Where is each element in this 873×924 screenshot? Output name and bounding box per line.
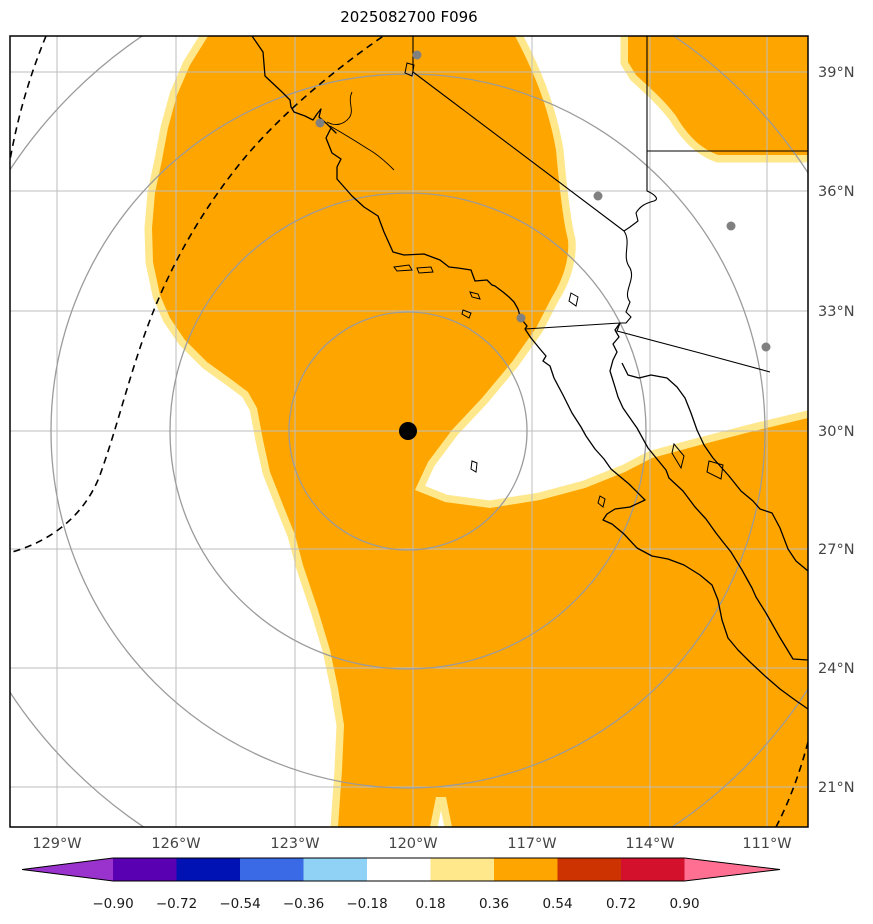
colorbar-arrow-right (684, 858, 780, 881)
x-tick-label-7: 111°W (742, 836, 791, 852)
colorbar-tick-label-1: −0.90 (92, 896, 133, 912)
center-marker (399, 422, 417, 440)
colorbar-tick-label-3: −0.54 (219, 896, 260, 912)
x-tick-label-5: 117°W (507, 836, 556, 852)
y-tick-label-6: 24°N (818, 661, 855, 677)
colorbar: −0.90 −0.72 −0.54 −0.36 −0.18 0.18 0.36 … (21, 857, 781, 912)
coastline-baja-gulf-east (609, 322, 808, 661)
colorbar-segment-9 (621, 858, 685, 881)
colorbar-tick-label-7: 0.36 (479, 896, 509, 912)
colorbar-tick-label-8: 0.54 (542, 896, 572, 912)
colorbar-segment-2 (176, 858, 240, 881)
rivers (326, 91, 395, 171)
range-ring-1 (288, 311, 528, 551)
colorbar-segment-7 (494, 858, 558, 881)
coastline-mainland-mexico (621, 362, 808, 572)
colorbar-segment-5 (367, 858, 431, 881)
islands-and-lakes (393, 62, 724, 508)
colorbar-tick-label-4: −0.36 (283, 896, 324, 912)
city-marker-1 (412, 50, 422, 60)
colorbar-segment-4 (303, 858, 367, 881)
colorbar-segment-6 (430, 858, 494, 881)
dashed-contour-topleft (10, 36, 47, 161)
x-tick-label-2: 126°W (151, 836, 200, 852)
y-tick-label-2: 36°N (818, 184, 855, 200)
city-marker-2 (315, 118, 325, 128)
shaded-region (152, 36, 808, 827)
y-tick-label-4: 30°N (818, 424, 855, 440)
colorbar-tick-label-10: 0.90 (669, 896, 699, 912)
y-tick-label-3: 33°N (818, 304, 855, 320)
shaded-region-ne (628, 36, 808, 155)
colorbar-segment-8 (557, 858, 621, 881)
x-tick-label-6: 114°W (625, 836, 674, 852)
colorbar-tick-label-5: −0.18 (346, 896, 387, 912)
y-tick-label-7: 21°N (818, 780, 855, 796)
colorbar-tick-label-9: 0.72 (606, 896, 636, 912)
colorbar-outline (21, 857, 781, 882)
x-tick-label-3: 123°W (270, 836, 319, 852)
dashed-contour-northwest (11, 36, 385, 553)
colorbar-segment-3 (240, 858, 304, 881)
colorbar-tick-label-6: 0.18 (415, 896, 445, 912)
x-tick-label-1: 129°W (32, 836, 81, 852)
y-tick-label-5: 27°N (818, 542, 855, 558)
city-marker-5 (516, 313, 526, 323)
colorbar-tick-label-2: −0.72 (156, 896, 197, 912)
x-tick-label-4: 120°W (388, 836, 437, 852)
map-frame (9, 35, 809, 828)
city-marker-6 (761, 342, 771, 352)
city-marker-3 (593, 191, 603, 201)
colorbar-arrow-left (22, 858, 113, 881)
range-ring-2 (169, 192, 647, 670)
colorbar-segment-1 (113, 858, 177, 881)
city-marker-4 (726, 221, 736, 231)
plot-title: 2025082700 F096 (340, 8, 477, 26)
y-tick-label-1: 39°N (818, 65, 855, 81)
